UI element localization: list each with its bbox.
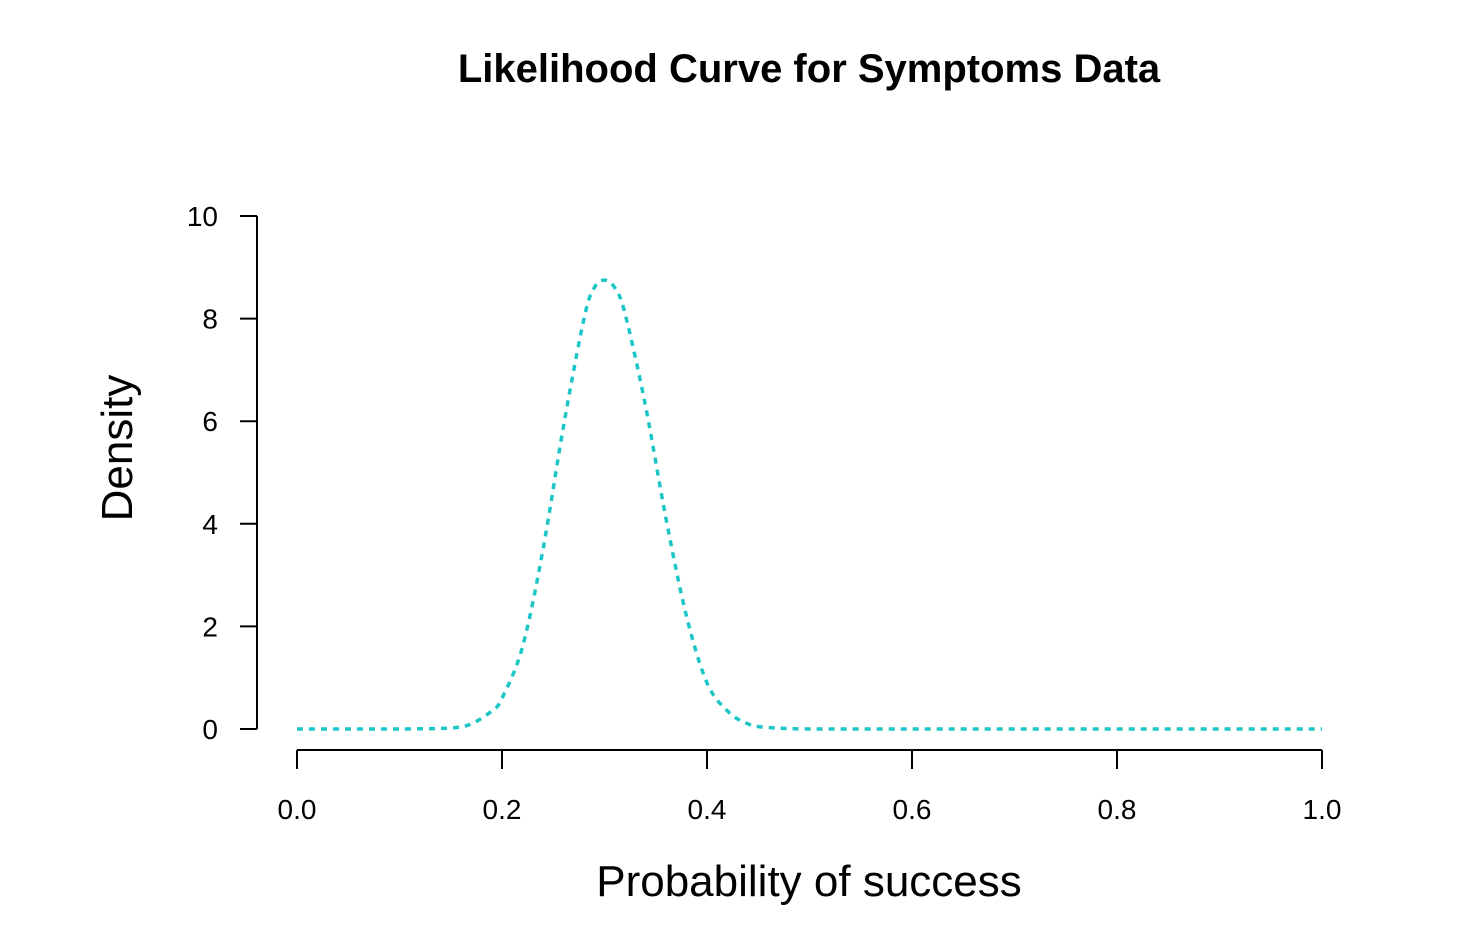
x-tick-label: 0.2: [483, 794, 522, 825]
likelihood-curve: [297, 278, 1322, 731]
y-tick-label: 10: [187, 201, 218, 232]
y-axis-ticks: 0 2 4 6 8 10: [187, 201, 257, 745]
y-tick-label: 0: [202, 714, 218, 745]
x-axis-ticks: 0.0 0.2 0.4 0.6 0.8 1.0: [278, 750, 1342, 825]
y-tick-label: 4: [202, 509, 218, 540]
x-axis-label: Probability of success: [596, 857, 1022, 906]
x-tick-label: 0.8: [1098, 794, 1137, 825]
x-tick-label: 0.4: [688, 794, 727, 825]
x-tick-label: 1.0: [1303, 794, 1342, 825]
x-tick-label: 0.6: [893, 794, 932, 825]
y-axis-label: Density: [93, 375, 142, 522]
y-tick-label: 2: [202, 611, 218, 642]
y-tick-label: 6: [202, 406, 218, 437]
chart-title: Likelihood Curve for Symptoms Data: [458, 47, 1161, 91]
y-tick-label: 8: [202, 304, 218, 335]
x-tick-label: 0.0: [278, 794, 317, 825]
